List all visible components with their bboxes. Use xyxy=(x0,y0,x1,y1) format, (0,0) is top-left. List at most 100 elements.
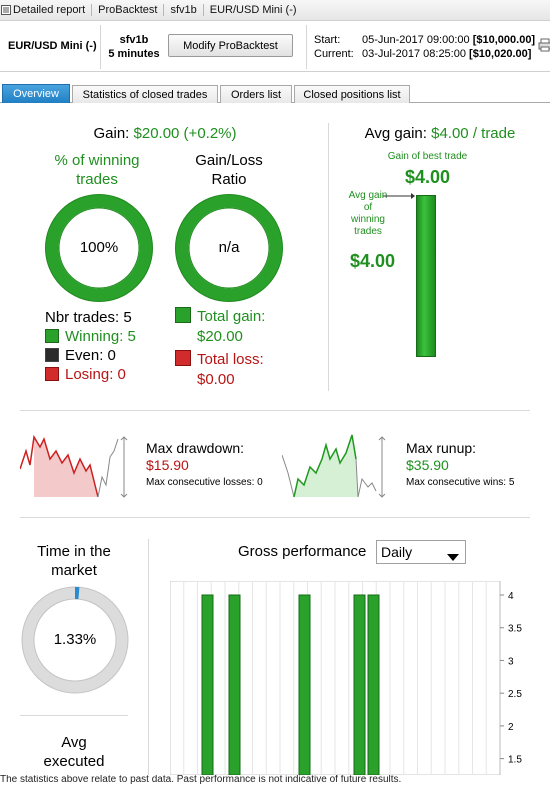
tab-orders-list[interactable]: Orders list xyxy=(220,85,292,103)
y-tick-label: 3.5 xyxy=(508,624,522,635)
system-info: sfv1b 5 minutes xyxy=(106,33,162,61)
even-swatch-icon xyxy=(45,348,59,362)
total-loss-label: Total loss: xyxy=(197,351,264,368)
report-icon xyxy=(1,5,11,15)
instrument-name: EUR/USD Mini (-) xyxy=(8,40,97,52)
overview-panel: Gain: $20.00 (+0.2%) % of winning trades… xyxy=(0,103,550,775)
avg-winning-value: $4.00 xyxy=(349,251,396,271)
info-bar: EUR/USD Mini (-) sfv1b 5 minutes Modify … xyxy=(0,22,550,72)
max-runup-value: $35.90 xyxy=(406,457,449,473)
section-divider xyxy=(148,539,149,775)
avg-winning-label: Avg gain of winning trades xyxy=(338,190,398,238)
max-consec-wins: Max consecutive wins: 5 xyxy=(406,477,515,488)
start-date: 05-Jun-2017 09:00:00 xyxy=(362,34,470,46)
avg-executed-line2: executed xyxy=(43,753,105,770)
avg-executed-line1: Avg xyxy=(61,734,87,751)
winning-pct-ring xyxy=(45,194,153,302)
gain-loss-title-line2: Ratio xyxy=(211,171,247,188)
y-tick-label: 4 xyxy=(508,591,514,602)
current-capital: [$10,020.00] xyxy=(469,48,532,60)
current-date: 03-Jul-2017 08:25:00 xyxy=(362,48,466,60)
gain-label: Gain: xyxy=(93,125,130,142)
avg-gain-label: Avg gain: xyxy=(364,125,427,142)
gain-loss-title-line1: Gain/Loss xyxy=(195,152,263,169)
total-gain-value: $20.00 xyxy=(197,328,243,345)
avg-winning-line1: Avg gain xyxy=(348,190,388,201)
max-drawdown-value: $15.90 xyxy=(146,457,189,473)
tab-bar: Overview Statistics of closed trades Ord… xyxy=(0,84,550,103)
timeframe: 5 minutes xyxy=(108,48,160,60)
section-divider xyxy=(20,410,530,411)
title-bar: Detailed report ProBacktest sfv1b EUR/US… xyxy=(0,0,550,21)
gross-performance-chart: 4 3.5 3 2.5 2 1.5 xyxy=(170,581,522,775)
even-count-row: Even: 0 xyxy=(45,346,136,365)
start-label: Start: xyxy=(314,34,341,46)
divider xyxy=(100,25,101,69)
drawdown-info: Max drawdown: $15.90 Max consecutive los… xyxy=(146,440,263,491)
total-loss-row: Total loss: xyxy=(175,350,265,370)
tab-statistics-closed-trades[interactable]: Statistics of closed trades xyxy=(72,85,218,103)
y-tick-label: 3 xyxy=(508,656,514,667)
start-capital: [$10,000.00] xyxy=(472,34,536,46)
time-in-market-title: Time in the market xyxy=(20,542,128,580)
avg-winning-line3: winning xyxy=(351,214,385,225)
modify-probacktest-button[interactable]: Modify ProBacktest xyxy=(168,34,293,57)
total-gain-row: Total gain: xyxy=(175,307,265,327)
winning-pct-value: 100% xyxy=(79,239,119,256)
gain-loss-value: n/a xyxy=(218,239,240,256)
losing-count-row: Losing: 0 xyxy=(45,365,136,384)
time-in-market-ring xyxy=(21,586,129,694)
gross-perf-title: Gross performance xyxy=(238,543,367,560)
max-consec-losses: Max consecutive losses: 0 xyxy=(146,477,263,488)
time-in-market-value: 1.33% xyxy=(53,631,97,648)
section-divider xyxy=(20,517,530,518)
nbr-trades: Nbr trades: 5 xyxy=(45,309,132,326)
system-name: sfv1b xyxy=(119,34,149,46)
total-gain-swatch-icon xyxy=(175,307,191,323)
section-divider xyxy=(328,123,329,391)
period-select[interactable]: Daily xyxy=(376,540,466,564)
section-divider xyxy=(20,715,128,716)
chart-bar xyxy=(353,594,366,775)
date-range: Start: 05-Jun-2017 09:00:00 [$10,000.00] … xyxy=(314,33,535,61)
runup-info: Max runup: $35.90 Max consecutive wins: … xyxy=(406,440,514,491)
runup-sparkline xyxy=(282,434,386,498)
avg-gain-summary: Avg gain: $4.00 / trade xyxy=(330,125,550,142)
y-tick-label: 2.5 xyxy=(508,689,522,700)
gain-loss-ring xyxy=(175,194,283,302)
avg-gain-value: $4.00 / trade xyxy=(431,125,516,142)
print-icon[interactable] xyxy=(538,38,550,55)
losing-swatch-icon xyxy=(45,367,59,381)
chart-bar xyxy=(201,594,214,775)
chart-bar xyxy=(228,594,241,775)
divider xyxy=(306,25,307,69)
time-in-market-line1: Time in the xyxy=(37,543,111,560)
winning-pct-title-line2: trades xyxy=(76,171,118,188)
disclaimer: The statistics above relate to past data… xyxy=(0,775,402,785)
arrow-right-icon xyxy=(383,193,415,199)
winning-swatch-icon xyxy=(45,329,59,343)
chevron-down-icon xyxy=(447,549,459,565)
total-gain-label: Total gain: xyxy=(197,308,266,325)
best-trade-value: $4.00 xyxy=(404,167,451,187)
chart-bar xyxy=(298,594,311,775)
drawdown-sparkline xyxy=(20,434,128,498)
gain-summary: Gain: $20.00 (+0.2%) xyxy=(0,125,330,142)
current-label: Current: xyxy=(314,48,354,60)
breadcrumb-detailed-report: Detailed report xyxy=(13,4,93,16)
losing-count: Losing: 0 xyxy=(65,366,126,383)
avg-winning-line2: of xyxy=(363,202,373,213)
period-select-value: Daily xyxy=(381,544,413,560)
best-trade-bar xyxy=(416,195,436,357)
tab-closed-positions-list[interactable]: Closed positions list xyxy=(294,85,410,103)
gain-value: $20.00 (+0.2%) xyxy=(133,125,237,142)
avg-executed-title: Avg executed xyxy=(20,733,128,771)
best-trade-label: Gain of best trade xyxy=(387,151,468,162)
even-count: Even: 0 xyxy=(65,347,116,364)
total-loss-value: $0.00 xyxy=(197,371,235,388)
trade-counts: Nbr trades: 5 Winning: 5 Even: 0 Losing:… xyxy=(45,308,136,384)
tab-overview[interactable]: Overview xyxy=(2,84,70,103)
winning-count: Winning: 5 xyxy=(65,328,136,345)
y-tick-label: 2 xyxy=(508,722,514,733)
chart-bar xyxy=(367,594,380,775)
